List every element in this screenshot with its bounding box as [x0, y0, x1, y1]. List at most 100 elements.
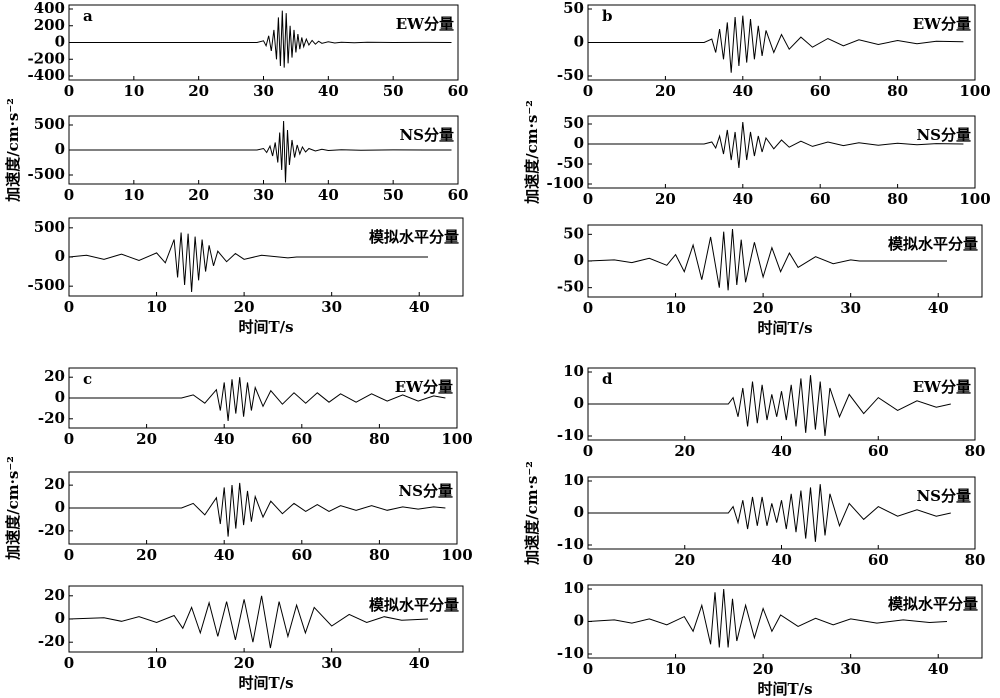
x-tick-label: 20: [188, 82, 209, 100]
y-tick-label: 0: [574, 612, 584, 630]
y-axis-label: 加速度/cm·s⁻²: [523, 461, 541, 566]
x-tick-label: 10: [123, 82, 144, 100]
y-tick-label: -10: [557, 644, 584, 662]
x-tick-label: 20: [234, 654, 255, 672]
y-tick-label: -20: [38, 632, 65, 650]
y-tick-label: -500: [27, 165, 65, 183]
waveform: [588, 121, 964, 169]
y-tick-label: 20: [44, 586, 65, 604]
x-tick-label: 50: [383, 82, 404, 100]
waveform: [69, 482, 446, 537]
y-axis-label: 加速度/cm·s⁻²: [4, 456, 22, 561]
panel-label: b: [602, 7, 613, 25]
y-tick-label: 50: [563, 224, 584, 242]
y-tick-label: 0: [574, 503, 584, 521]
x-tick-label: 10: [665, 660, 686, 678]
x-tick-label: 30: [840, 299, 861, 317]
y-tick-label: 20: [44, 367, 65, 385]
x-tick-label: 60: [448, 82, 469, 100]
x-tick-label: 100: [959, 190, 990, 208]
x-tick-label: 40: [732, 190, 753, 208]
y-tick-label: -50: [557, 154, 584, 172]
x-tick-label: 60: [810, 82, 831, 100]
x-axis-label: 时间T/s: [238, 318, 293, 336]
x-tick-label: 0: [64, 654, 74, 672]
x-tick-label: 0: [64, 82, 74, 100]
x-tick-label: 80: [369, 430, 390, 448]
waveform: [69, 120, 452, 183]
x-tick-label: 20: [136, 546, 157, 564]
x-tick-label: 30: [253, 186, 274, 204]
x-tick-label: 20: [674, 551, 695, 569]
waveform: [587, 588, 948, 648]
x-axis-label: 时间T/s: [757, 680, 812, 698]
x-tick-label: 30: [840, 660, 861, 678]
x-tick-label: 40: [214, 430, 235, 448]
x-tick-label: 20: [136, 430, 157, 448]
x-tick-label: 0: [64, 298, 74, 316]
x-tick-label: 80: [887, 190, 908, 208]
y-tick-label: -200: [27, 49, 65, 67]
waveform: [69, 10, 452, 68]
x-tick-label: 20: [753, 299, 774, 317]
x-tick-label: 60: [291, 546, 312, 564]
x-tick-label: 20: [234, 298, 255, 316]
component-label: EW分量: [395, 378, 453, 396]
y-tick-label: 10: [563, 362, 584, 380]
y-tick-label: -100: [546, 174, 584, 192]
y-tick-label: 500: [34, 115, 65, 133]
x-tick-label: 0: [583, 190, 593, 208]
component-label: NS分量: [916, 487, 971, 505]
x-tick-label: 60: [448, 186, 469, 204]
y-axis-label: 加速度/cm·s⁻²: [523, 100, 541, 205]
y-tick-label: 0: [55, 498, 65, 516]
y-tick-label: -400: [27, 66, 65, 84]
waveform: [588, 375, 951, 437]
y-tick-label: -20: [38, 521, 65, 539]
waveform: [69, 377, 446, 421]
x-axis-label: 时间T/s: [757, 319, 812, 337]
component-label: EW分量: [913, 378, 971, 396]
y-tick-label: 0: [55, 609, 65, 627]
component-label: NS分量: [399, 126, 454, 144]
y-tick-label: 400: [34, 0, 65, 17]
y-tick-label: 20: [44, 475, 65, 493]
waveform: [68, 595, 429, 649]
y-tick-label: 50: [563, 114, 584, 132]
component-label: EW分量: [396, 15, 454, 33]
y-tick-label: 200: [34, 16, 65, 34]
y-tick-label: 0: [55, 140, 65, 158]
x-tick-label: 40: [928, 660, 949, 678]
y-tick-label: 0: [55, 33, 65, 51]
x-tick-label: 20: [674, 442, 695, 460]
component-label: NS分量: [916, 126, 971, 144]
y-tick-label: 0: [55, 388, 65, 406]
x-tick-label: 60: [810, 190, 831, 208]
x-tick-label: 40: [771, 442, 792, 460]
x-tick-label: 0: [583, 442, 593, 460]
y-axis-label: 加速度/cm·s⁻²: [4, 98, 22, 203]
y-tick-label: -500: [27, 276, 65, 294]
x-tick-label: 40: [214, 546, 235, 564]
component-label: 模拟水平分量: [888, 235, 978, 253]
x-tick-label: 10: [146, 298, 167, 316]
x-tick-label: 60: [868, 442, 889, 460]
x-tick-label: 0: [583, 660, 593, 678]
y-tick-label: 0: [574, 394, 584, 412]
y-tick-label: 10: [563, 471, 584, 489]
y-tick-label: 0: [574, 134, 584, 152]
x-tick-label: 100: [441, 430, 472, 448]
x-tick-label: 0: [64, 186, 74, 204]
x-tick-label: 10: [146, 654, 167, 672]
y-tick-label: -10: [557, 426, 584, 444]
x-tick-label: 20: [188, 186, 209, 204]
waveform: [588, 15, 964, 73]
x-tick-label: 0: [583, 551, 593, 569]
waveform: [588, 484, 951, 542]
plot-frame: [587, 115, 976, 189]
component-label: 模拟水平分量: [888, 595, 978, 613]
x-axis-label: 时间T/s: [238, 674, 293, 692]
x-tick-label: 0: [583, 82, 593, 100]
waveform: [587, 228, 947, 291]
